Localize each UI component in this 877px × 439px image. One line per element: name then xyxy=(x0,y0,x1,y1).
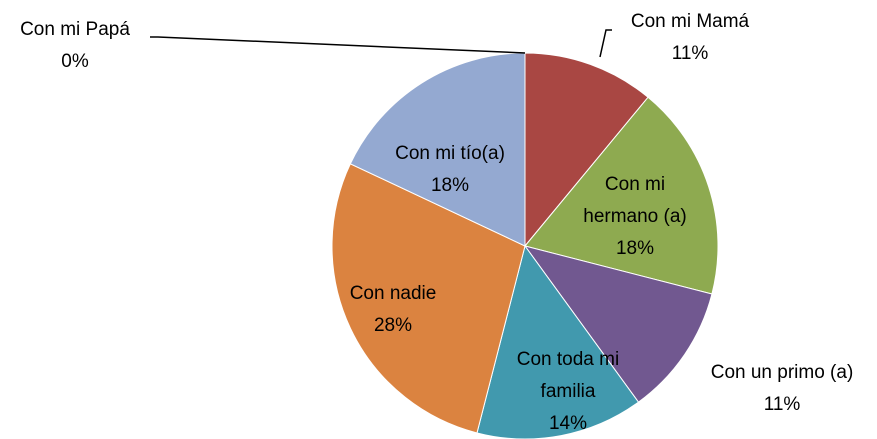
slice-label: Con mi tío(a) 18% xyxy=(375,138,525,202)
label-value: 11% xyxy=(763,394,801,415)
label-value: 28% xyxy=(373,315,413,336)
label-name: Con mi Papá xyxy=(20,19,130,40)
label-name: Con toda mi familia xyxy=(516,349,620,402)
slices xyxy=(331,52,719,439)
pie-slice xyxy=(523,245,713,403)
pie-slice xyxy=(349,52,526,247)
label-name: Con mi tío(a) xyxy=(395,143,505,164)
pie-slice xyxy=(331,163,526,434)
label-value: 11% xyxy=(671,43,709,64)
slice-label: Con nadie 28% xyxy=(318,278,468,342)
label-value: 18% xyxy=(430,175,470,196)
label-name: Con mi hermano (a) xyxy=(583,174,687,227)
slice-label: Con un primo (a) 11% xyxy=(682,357,877,421)
slice-label: Con mi Papá 0% xyxy=(0,14,175,78)
pie-slice xyxy=(524,52,649,248)
label-value: 14% xyxy=(548,413,588,434)
slice-label: Con mi hermano (a) 18% xyxy=(570,169,700,265)
label-name: Con nadie xyxy=(349,283,437,304)
pie-slice xyxy=(524,96,719,295)
label-name: Con un primo (a) xyxy=(710,362,854,383)
slice-label: Con toda mi familia 14% xyxy=(493,344,643,439)
label-name: Con mi Mamá xyxy=(630,11,750,32)
label-value: 0% xyxy=(61,51,89,72)
slice-label: Con mi Mamá 11% xyxy=(600,6,780,70)
label-value: 18% xyxy=(615,238,655,259)
leader-line xyxy=(150,36,526,54)
leader-line xyxy=(599,29,612,58)
pie-slice xyxy=(476,244,640,439)
